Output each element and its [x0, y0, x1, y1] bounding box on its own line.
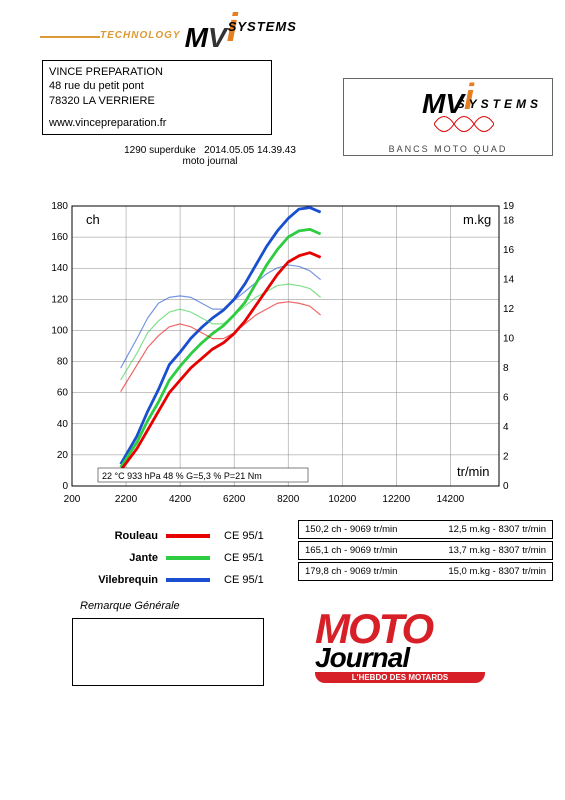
wave-icon [434, 109, 494, 139]
svg-text:20: 20 [57, 450, 69, 461]
legend-ce: CE 95/1 [224, 530, 272, 542]
svg-text:0: 0 [62, 481, 68, 492]
svg-text:6200: 6200 [223, 494, 246, 505]
dyno-chart: 2200420062008200102001220014200200020406… [38, 200, 533, 510]
svg-text:16: 16 [503, 245, 515, 256]
remark-box [72, 618, 264, 686]
legend-ce: CE 95/1 [224, 574, 272, 586]
test-meta: 1290 superduke 2014.05.05 14.39.43 moto … [80, 145, 340, 167]
legend-label: Jante [78, 552, 158, 564]
svg-text:10200: 10200 [328, 494, 356, 505]
svg-text:100: 100 [51, 325, 68, 336]
legend-swatch [166, 534, 210, 538]
svg-text:4: 4 [503, 422, 509, 433]
company-name: VINCE PREPARATION [49, 65, 265, 79]
svg-text:18: 18 [503, 216, 515, 227]
results-table: 150,2 ch - 9069 tr/min12,5 m.kg - 8307 t… [298, 520, 553, 583]
svg-text:160: 160 [51, 232, 68, 243]
svg-text:2200: 2200 [115, 494, 138, 505]
svg-text:12: 12 [503, 304, 515, 315]
legend-label: Rouleau [78, 530, 158, 542]
svg-text:200: 200 [64, 494, 81, 505]
svg-text:120: 120 [51, 294, 68, 305]
misystems-banner: MViSYSTEMS BANCS MOTO QUAD [343, 78, 553, 156]
legend-ce: CE 95/1 [224, 552, 272, 564]
svg-text:ch: ch [86, 212, 100, 227]
svg-text:60: 60 [57, 388, 69, 399]
result-row: 150,2 ch - 9069 tr/min12,5 m.kg - 8307 t… [298, 520, 553, 539]
svg-text:80: 80 [57, 357, 69, 368]
address-box: VINCE PREPARATION 48 rue du petit pont 7… [42, 60, 272, 135]
svg-text:10: 10 [503, 334, 515, 345]
svg-text:12200: 12200 [382, 494, 410, 505]
svg-text:14200: 14200 [436, 494, 464, 505]
svg-text:6: 6 [503, 393, 509, 404]
svg-text:8200: 8200 [277, 494, 300, 505]
legend-swatch [166, 578, 210, 582]
svg-text:4200: 4200 [169, 494, 192, 505]
svg-text:8: 8 [503, 363, 509, 374]
svg-text:180: 180 [51, 201, 68, 212]
city: 78320 LA VERRIERE [49, 94, 265, 108]
legend: Rouleau CE 95/1 Jante CE 95/1 Vilebrequin CE … [78, 525, 272, 591]
svg-text:14: 14 [503, 275, 515, 286]
website: www.vincepreparation.fr [49, 116, 265, 130]
svg-text:140: 140 [51, 263, 68, 274]
remark-label: Remarque Générale [80, 600, 180, 612]
svg-text:19: 19 [503, 201, 515, 212]
svg-text:2: 2 [503, 452, 509, 463]
legend-swatch [166, 556, 210, 560]
moto-journal-logo: MOTO Journal L'HEBDO DES MOTARDS [315, 610, 535, 683]
result-row: 165,1 ch - 9069 tr/min13,7 m.kg - 8307 t… [298, 541, 553, 560]
result-row: 179,8 ch - 9069 tr/min15,0 m.kg - 8307 t… [298, 562, 553, 581]
svg-text:tr/min: tr/min [457, 464, 490, 479]
street: 48 rue du petit pont [49, 79, 265, 93]
svg-text:m.kg: m.kg [463, 212, 491, 227]
svg-text:40: 40 [57, 419, 69, 430]
svg-text:22 °C 933 hPa 48 % G=5,3: 22 °C 933 hPa 48 % G=5,3 % P=21 Nm [102, 471, 262, 481]
legend-label: Vilebrequin [78, 574, 158, 586]
technology-logo: TECHNOLOGY MVi SYSTEMS [40, 12, 307, 57]
svg-text:0: 0 [503, 481, 509, 492]
